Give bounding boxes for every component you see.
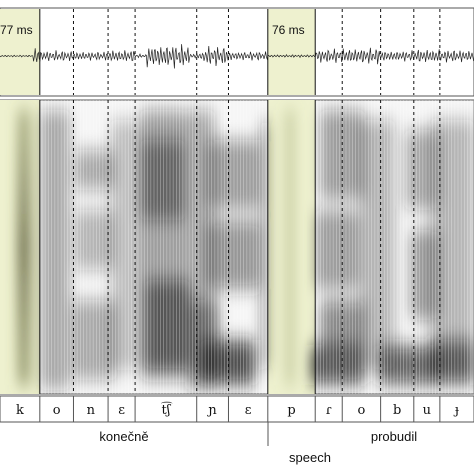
segment-label: u — [423, 403, 431, 418]
waveform-closure-shading — [0, 9, 316, 95]
energy-blob-20 — [378, 345, 438, 385]
segment-tier-dividers — [39, 396, 441, 422]
segment-label: k — [16, 403, 24, 418]
energy-blob-2 — [75, 150, 115, 190]
energy-blob-16 — [315, 210, 360, 290]
burst-p — [285, 110, 295, 385]
closure-shade-wave-1 — [0, 9, 40, 95]
segment-tier: k o n ɛ t͡ʃ ɲ ɛ p ɾ o b u ɟ — [0, 395, 474, 423]
energy-blob-5 — [110, 120, 140, 370]
energy-blob-1 — [40, 110, 70, 390]
energy-blob-4 — [72, 300, 117, 380]
utterance-label: speech — [289, 450, 331, 465]
energy-blob-11 — [200, 340, 255, 385]
energy-blob-10 — [145, 280, 190, 370]
segment-label: ɛ — [118, 403, 125, 418]
energy-blob-19 — [360, 120, 395, 370]
energy-blob-3 — [75, 210, 115, 270]
closure-label-2: 76 ms — [272, 23, 305, 37]
burst-k — [18, 110, 30, 385]
energy-blob-18 — [310, 345, 365, 385]
segment-label: b — [393, 403, 401, 418]
segment-label: p — [287, 403, 295, 418]
segment-label: ɛ — [245, 403, 252, 418]
segment-tier-labels: k o n ɛ t͡ʃ ɲ ɛ p ɾ o b u ɟ — [16, 402, 459, 418]
energy-blob-13 — [205, 220, 260, 290]
word-label-probudil: probudil — [371, 429, 417, 444]
segment-label: ɲ — [206, 403, 216, 418]
energy-blob-24 — [430, 340, 474, 385]
segment-label: ɾ — [326, 403, 332, 418]
spectrogram-panel — [0, 99, 474, 395]
segment-label: n — [87, 403, 96, 418]
energy-blob-23 — [430, 120, 474, 380]
closure-shade-wave-2 — [267, 9, 316, 95]
segment-boundaries — [39, 9, 441, 394]
word-label-konecne: konečně — [99, 429, 148, 444]
spectrogram-striations — [41, 100, 474, 394]
segment-label: t͡ʃ — [161, 402, 173, 418]
segment-label: o — [53, 403, 61, 418]
segment-label: ɟ — [453, 403, 459, 418]
segment-label: o — [358, 403, 366, 418]
energy-blob-12 — [205, 140, 260, 210]
spectrogram-energy — [18, 110, 474, 390]
energy-blob-7 — [140, 140, 185, 220]
waveform-trace — [0, 44, 474, 69]
closure-label-1: 77 ms — [0, 23, 33, 37]
word-tier: konečně probudil — [99, 422, 417, 446]
energy-blob-14 — [260, 120, 270, 370]
waveform-panel — [0, 7, 474, 97]
